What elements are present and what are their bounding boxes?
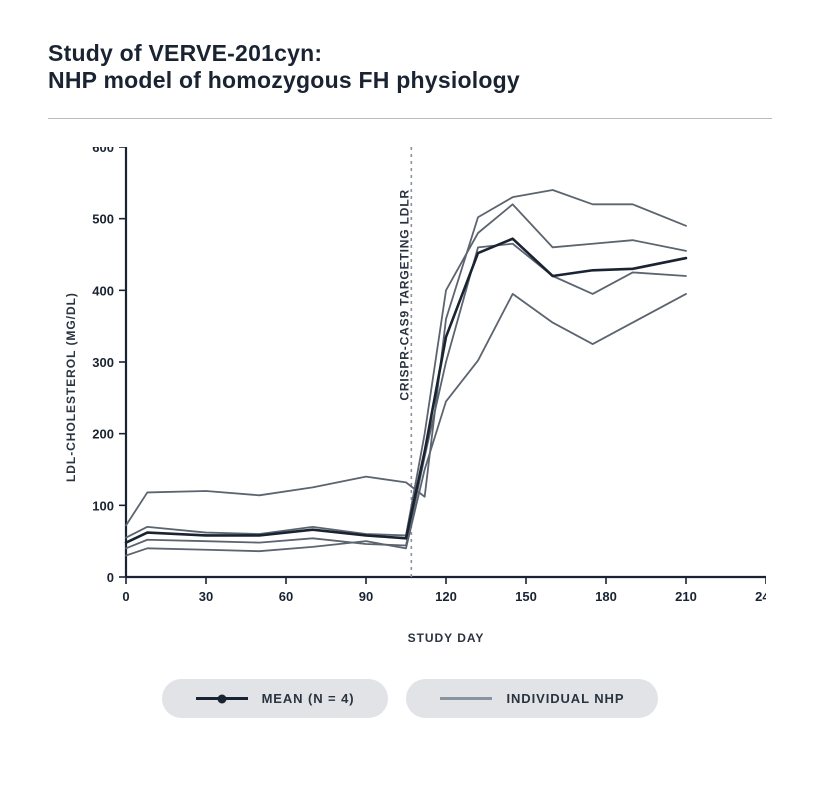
- legend-item-individual: INDIVIDUAL NHP: [406, 679, 658, 718]
- svg-text:90: 90: [359, 589, 373, 604]
- title-line-1: Study of VERVE-201cyn:: [48, 40, 772, 67]
- svg-text:60: 60: [279, 589, 293, 604]
- title-line-2: NHP model of homozygous FH physiology: [48, 67, 772, 94]
- svg-text:150: 150: [515, 589, 537, 604]
- svg-text:500: 500: [92, 212, 114, 227]
- svg-text:0: 0: [122, 589, 129, 604]
- svg-text:200: 200: [92, 427, 114, 442]
- legend-item-mean: MEAN (N = 4): [162, 679, 389, 718]
- line-chart: 0 100 200 300 400 500 600 0 30 60 90 120 150 180 210 24…: [66, 147, 766, 615]
- svg-text:600: 600: [92, 147, 114, 155]
- svg-text:400: 400: [92, 283, 114, 298]
- svg-text:180: 180: [595, 589, 617, 604]
- legend-swatch-individual: [440, 697, 492, 699]
- title-divider: [48, 118, 772, 119]
- svg-text:300: 300: [92, 355, 114, 370]
- event-label: CRISPR-CAS9 TARGETING LDLR: [397, 189, 411, 401]
- legend: MEAN (N = 4) INDIVIDUAL NHP: [48, 679, 772, 718]
- legend-swatch-mean: [196, 697, 248, 700]
- svg-text:100: 100: [92, 498, 114, 513]
- y-axis-label: LDL-CHOLESTEROL (MG/DL): [64, 293, 78, 483]
- x-axis-label: STUDY DAY: [126, 631, 766, 645]
- svg-text:120: 120: [435, 589, 457, 604]
- svg-text:0: 0: [107, 570, 114, 585]
- chart-container: LDL-CHOLESTEROL (MG/DL) CRISPR-CAS9 TARG…: [66, 147, 772, 645]
- svg-text:30: 30: [199, 589, 213, 604]
- legend-label-individual: INDIVIDUAL NHP: [506, 691, 624, 706]
- svg-text:210: 210: [675, 589, 697, 604]
- legend-label-mean: MEAN (N = 4): [262, 691, 355, 706]
- chart-title: Study of VERVE-201cyn: NHP model of homo…: [48, 40, 772, 94]
- svg-text:240: 240: [755, 589, 766, 604]
